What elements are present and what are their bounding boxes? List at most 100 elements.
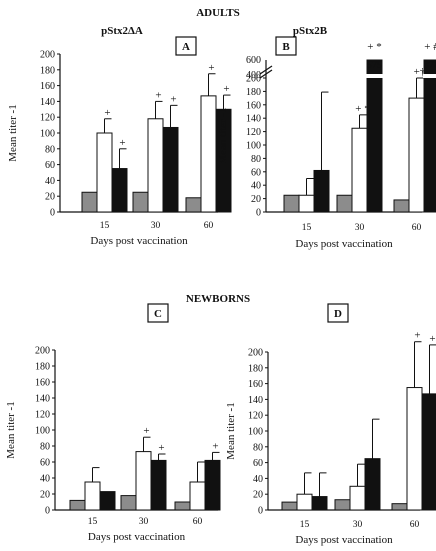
panel-c-y-tick-label: 100 [35,426,50,437]
panel-b-y-tick-label: 200 [246,74,261,85]
panel-c-significance-mark: + [212,440,218,452]
panel-b-title: pStx2B [293,25,328,37]
panel-d-bar [349,485,366,511]
panel-a-bar [185,197,202,213]
panel-c-bar [84,481,101,511]
panel-a-y-tick-label: 160 [40,81,55,92]
panel-d-y-axis-label: Mean titer -1 [225,402,237,459]
panel-a-category-label: 15 [100,221,110,231]
panel-a-y-tick-label: 120 [40,113,55,124]
panel-d-y-tick-label: 80 [253,442,263,453]
panel-b-break-tick-label: 600 [246,55,261,66]
panel-a-title: pStx2ΔA [101,25,143,37]
panel-c-significance-mark: + [158,442,164,454]
panel-d-bar [406,387,423,511]
panel-d-y-tick-label: 180 [248,363,263,374]
panel-d-y-tick-label: 200 [248,348,263,359]
panel-d-category-label: 15 [300,520,310,530]
panel-b-bar [408,97,425,213]
panel-b-letter-box [275,36,297,56]
panel-a-bar [81,191,98,213]
panel-b-significance-mark: + # [424,41,436,53]
panel-a-y-tick-label: 20 [45,192,55,203]
panel-d-significance-mark: + [414,330,420,342]
panel-c-bar [150,459,167,511]
panel-c-bar [189,481,206,511]
panel-b-bar [366,59,383,213]
panel-a-significance-mark: + [208,62,214,74]
panel-a-y-tick-label: 60 [45,160,55,171]
panel-b-bar [336,194,353,213]
panel-c-bar [204,459,221,511]
panel-a-y-tick-label: 80 [45,144,55,155]
panel-b-y-axis-label: Mean titer -1 [217,107,229,164]
panel-c-y-tick-label: 160 [35,378,50,389]
panel-a-x-axis-label: Days post vaccination [90,235,188,247]
panel-b-letter: B [282,41,290,53]
panel-b-y-tick-label: 160 [246,100,261,111]
panel-b-y-tick-label: 180 [246,87,261,98]
panel-a-y-tick-label: 0 [50,208,55,219]
panel-a-significance-mark: + [119,137,125,149]
panel-a-bar [162,126,179,213]
panel-a-category-label: 30 [151,221,161,231]
panel-c-y-tick-label: 120 [35,410,50,421]
panel-b-category-label: 60 [412,223,422,233]
panel-b-y-tick-label: 80 [251,154,261,165]
panel-c-significance-mark: + [143,425,149,437]
panel-c-bar [99,491,116,511]
panel-c-x-axis-label: Days post vaccination [88,531,186,543]
panel-a-y-tick-label: 40 [45,176,55,187]
section-header-adults: ADULTS [196,7,240,19]
panel-b-significance-mark: +† [414,66,426,78]
panel-d-y-tick-label: 20 [253,490,263,501]
panel-b-y-tick-label: 40 [251,181,261,192]
panel-c-y-tick-label: 40 [40,474,50,485]
panel-a-letter: A [182,41,190,53]
panel-b-bar [283,194,300,213]
panel-a-bar [147,118,164,213]
panel-d-bar [296,493,313,511]
panel-d-category-label: 60 [410,520,420,530]
panel-a-bar [111,168,128,213]
panel-c-category-label: 15 [88,517,98,527]
panel-b-category-label: 15 [302,223,312,233]
panel-b-bar [393,199,410,213]
panel-b-bar [423,59,436,213]
panel-c-category-label: 30 [139,517,149,527]
panel-b-bar [313,169,330,213]
panel-d-letter-box [327,303,349,323]
panel-a-bar [132,191,149,213]
panel-b-bar-break [366,74,383,78]
panel-a-category-label: 60 [204,221,214,231]
panel-b-x-axis-label: Days post vaccination [295,238,393,250]
panel-d-category-label: 30 [353,520,363,530]
panel-c-y-tick-label: 140 [35,394,50,405]
panel-c-category-label: 60 [193,517,203,527]
panel-a-y-tick-label: 140 [40,97,55,108]
panel-d-y-tick-label: 120 [248,411,263,422]
panel-c-y-tick-label: 80 [40,442,50,453]
panel-b-y-tick-label: 20 [251,194,261,205]
panel-d-bar [334,499,351,511]
section-header-newborns: NEWBORNS [186,293,250,305]
panel-c-y-tick-label: 180 [35,362,50,373]
panel-b-bar [351,127,368,213]
panel-b-y-tick-label: 60 [251,167,261,178]
panel-a-bar [96,132,113,213]
panel-a-significance-mark: + [104,107,110,119]
panel-c-bar [135,451,152,511]
panel-b-axis-break [259,69,273,79]
panel-d-bar [421,393,436,511]
panel-c-y-tick-label: 200 [35,346,50,357]
panel-a-significance-mark: + [223,83,229,95]
panel-d-y-tick-label: 140 [248,395,263,406]
panel-c-bar [120,495,137,511]
panel-d-bar [364,458,381,511]
panel-b-break-tick-label: 400 [246,70,261,81]
panel-d-bar [311,496,328,511]
panel-b-y-tick-label: 120 [246,127,261,138]
panel-a-y-tick-label: 180 [40,65,55,76]
panel-d-bar [281,501,298,511]
